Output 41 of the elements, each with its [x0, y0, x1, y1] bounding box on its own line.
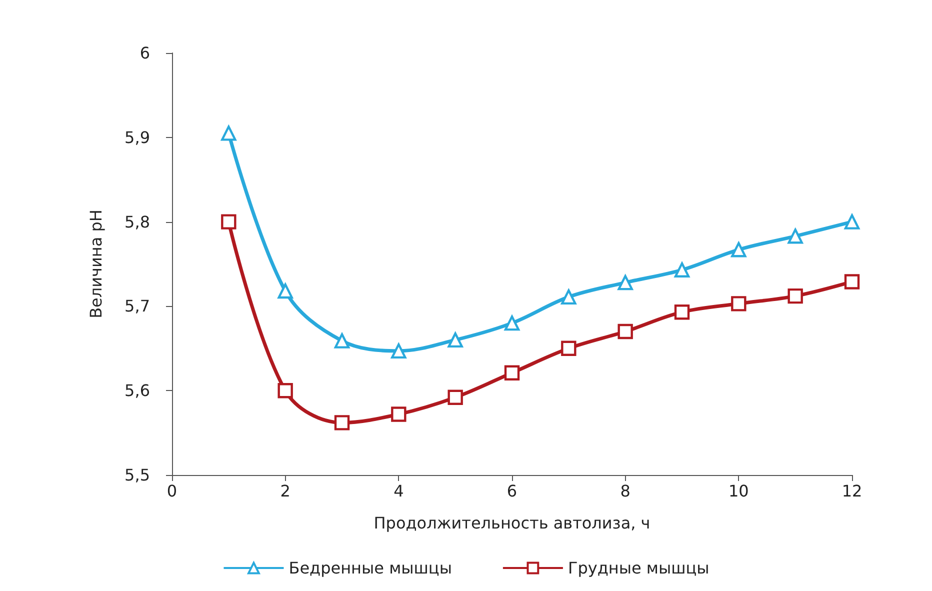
point — [618, 274, 633, 290]
point — [221, 126, 236, 141]
y-axis-title: Величина pH — [86, 210, 106, 318]
y-tick-label: 5,9 — [124, 128, 150, 147]
x-tick-label: 4 — [394, 482, 404, 500]
point — [844, 214, 860, 230]
x-axis-title: Продолжительность автолиза, ч — [374, 514, 650, 532]
x-tick-label: 2 — [280, 482, 290, 500]
point — [731, 242, 746, 258]
x-tick-label: 8 — [620, 482, 630, 500]
point — [391, 406, 406, 422]
point — [448, 332, 463, 348]
y-tick-label: 5,5 — [124, 466, 150, 484]
point — [504, 365, 520, 380]
point — [674, 304, 690, 320]
y-tick-label: 5,8 — [124, 212, 150, 232]
point — [618, 324, 633, 340]
legend-label: Грудные мышцы — [568, 558, 710, 578]
y-tick-label: 5,6 — [124, 381, 150, 400]
x-tick-label: 12 — [842, 482, 862, 500]
point — [504, 315, 520, 331]
point — [278, 283, 293, 299]
point — [278, 383, 293, 398]
point — [448, 390, 463, 405]
point — [788, 288, 803, 304]
y-tick-label: 5,7 — [124, 296, 150, 316]
point — [731, 296, 746, 312]
y-tick-label: 6 — [140, 44, 150, 62]
legend-label: Бедренные мышцы — [288, 558, 452, 578]
point — [334, 333, 350, 348]
x-tick-label: 10 — [728, 482, 749, 500]
point — [561, 289, 576, 305]
point — [221, 214, 236, 230]
point — [334, 415, 350, 430]
point — [844, 274, 860, 290]
point — [561, 340, 576, 356]
x-tick-label: 6 — [506, 482, 518, 500]
point — [788, 228, 803, 244]
x-tick-label: 0 — [166, 482, 178, 500]
point — [674, 262, 690, 278]
point — [391, 343, 406, 359]
